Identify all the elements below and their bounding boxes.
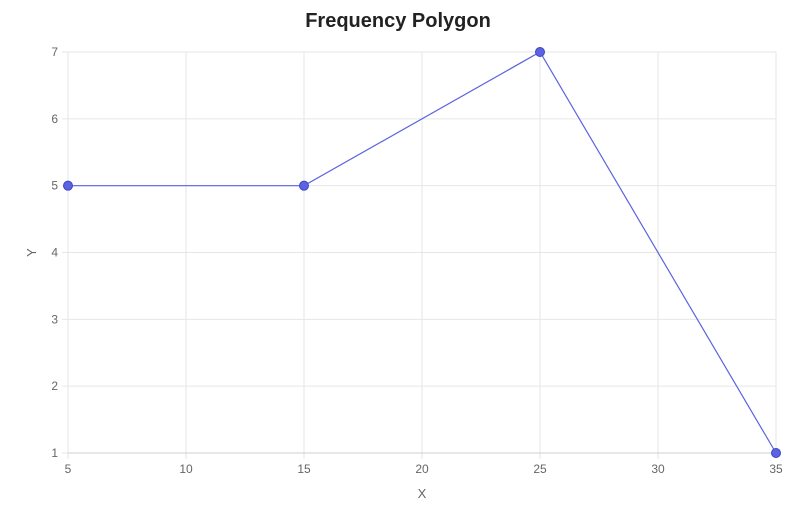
data-point xyxy=(771,448,781,458)
x-tick-label: 35 xyxy=(769,462,783,476)
y-tick-label: 4 xyxy=(51,246,58,260)
x-tick-label: 25 xyxy=(533,462,547,476)
y-tick-label: 6 xyxy=(51,112,58,126)
chart-title: Frequency Polygon xyxy=(305,10,491,32)
y-tick-label: 1 xyxy=(51,446,58,460)
data-point xyxy=(535,47,545,57)
y-tick-label: 7 xyxy=(51,45,58,59)
y-tick-label: 2 xyxy=(51,379,58,393)
x-tick-label: 20 xyxy=(415,462,429,476)
y-axis-label: Y xyxy=(24,248,39,257)
series-layer xyxy=(63,47,781,458)
x-tick-label: 15 xyxy=(297,462,311,476)
series-line xyxy=(68,51,777,454)
x-tick-label: 30 xyxy=(651,462,665,476)
x-axis-label: X xyxy=(418,486,427,501)
grid-layer xyxy=(62,51,777,459)
tick-labels: 5 10 15 20 25 30 35 1 2 3 4 5 6 7 xyxy=(51,45,783,476)
x-tick-label: 5 xyxy=(65,462,72,476)
y-tick-label: 3 xyxy=(51,312,58,326)
data-point xyxy=(63,180,73,191)
x-tick-label: 10 xyxy=(179,462,193,476)
data-point xyxy=(299,180,309,191)
y-tick-label: 5 xyxy=(51,179,58,193)
